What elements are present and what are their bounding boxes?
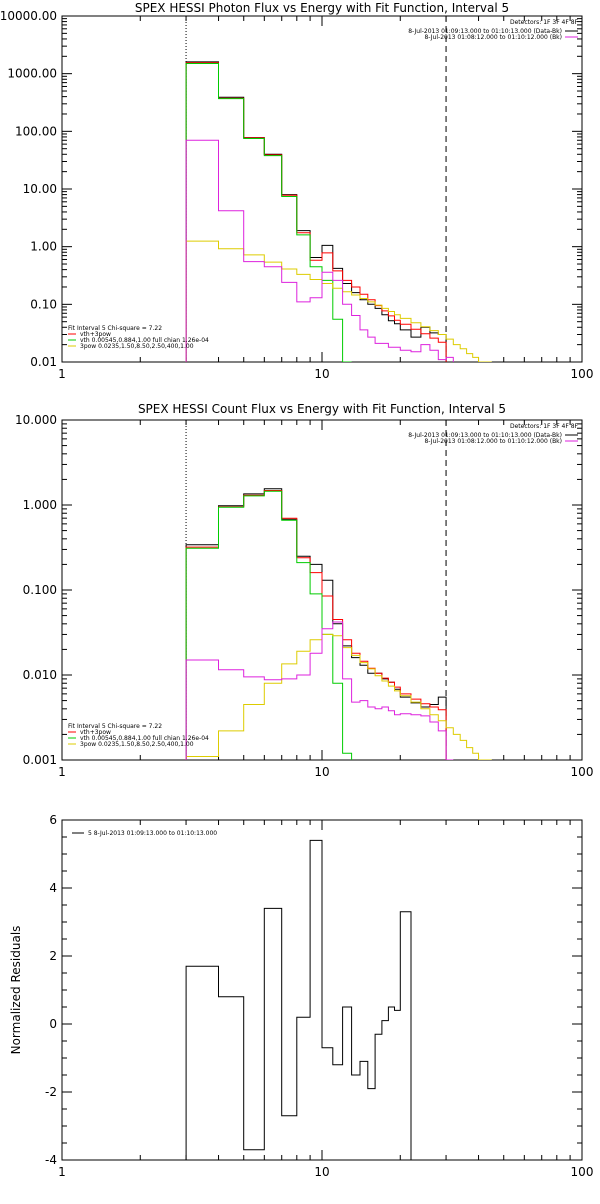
x-tick-label: 1 xyxy=(58,367,66,381)
series-bk-line xyxy=(185,621,454,760)
y-tick-label: 4 xyxy=(49,881,57,895)
y-axis-label: Normalized Residuals xyxy=(9,926,23,1055)
x-tick-label: 10 xyxy=(314,1165,329,1179)
y-tick-label: 2 xyxy=(49,949,57,963)
count-flux-panel: SPEX HESSI Count Flux vs Energy with Fit… xyxy=(15,402,593,779)
legend-entry-label: vth+3pow xyxy=(80,331,111,338)
series-group xyxy=(185,61,492,362)
series-group xyxy=(185,488,492,760)
series-vth-3pow-line xyxy=(185,62,447,362)
x-tick-label: 100 xyxy=(571,367,594,381)
series-3pow-line xyxy=(185,633,492,760)
y-tick-label: 0.100 xyxy=(23,583,57,597)
legend-entry-label: 8-Jul-2013 01:08:12.000 to 01:10:12.000 … xyxy=(424,438,562,445)
series-group xyxy=(185,839,412,1160)
series-data-bk-line xyxy=(185,488,447,760)
series-vth-line xyxy=(185,63,352,362)
series-vth-3pow-line xyxy=(185,490,447,760)
series-data-bk-line xyxy=(185,61,447,362)
series-bk-line xyxy=(185,139,454,362)
y-tick-label: 0 xyxy=(49,1017,57,1031)
legend-entry-label: 3pow 0.0235,1.50,8.50,2.50,400,1.00 xyxy=(80,343,194,350)
y-tick-label: 0.001 xyxy=(23,753,57,767)
photon-flux-panel: SPEX HESSI Photon Flux vs Energy with Fi… xyxy=(0,1,593,381)
residuals-panel: Normalized Residuals 1 10 100 6 4 2 0 -2 -4 5 8-Ju… xyxy=(9,813,593,1179)
y-tick-label: 0.010 xyxy=(23,668,57,682)
y-tick-label: 10.00 xyxy=(23,182,57,196)
legend-entry-label: 3pow 0.0235,1.50,8.50,2.50,400,1.00 xyxy=(80,741,194,748)
y-tick-label: 1.00 xyxy=(30,240,57,254)
y-tick-label: -2 xyxy=(45,1085,57,1099)
y-tick-label: 1.000 xyxy=(23,498,57,512)
x-tick-label: 100 xyxy=(571,1165,594,1179)
x-tick-label: 10 xyxy=(314,367,329,381)
y-tick-label: 0.01 xyxy=(30,355,57,369)
plot-frame xyxy=(61,15,583,363)
legend-entry-label: 5 8-Jul-2013 01:09:13.000 to 01:10:13.00… xyxy=(88,830,217,837)
y-tick-label: 10.000 xyxy=(15,413,57,427)
x-tick-label: 100 xyxy=(571,765,594,779)
legend-detectors: Detectors: 1F 3F 4F 8F xyxy=(510,423,579,430)
legend-entry-label: 8-Jul-2013 01:08:12.000 to 01:10:12.000 … xyxy=(424,34,562,41)
series-3pow-line xyxy=(185,240,492,362)
x-tick-label: 1 xyxy=(58,1165,66,1179)
legend-entry-label: vth+3pow xyxy=(80,729,111,736)
legend-fit-header: Fit Interval 5 Chi-square = 7.22 xyxy=(68,723,162,730)
y-tick-label: -4 xyxy=(45,1153,57,1167)
legend-fit-header: Fit Interval 5 Chi-square = 7.22 xyxy=(68,325,162,332)
x-tick-label: 10 xyxy=(314,765,329,779)
legend-entry-label: vth 0.00545,0.884,1.00 full chian 1.26e-… xyxy=(80,337,209,344)
y-tick-label: 10000.00 xyxy=(0,9,57,23)
series-vth-line xyxy=(185,490,353,760)
x-tick-label: 1 xyxy=(58,765,66,779)
y-tick-label: 1000.00 xyxy=(7,67,57,81)
chart-title: SPEX HESSI Photon Flux vs Energy with Fi… xyxy=(135,1,509,15)
legend-entry-label: 8-Jul-2013 01:09:13.000 to 01:10:13.000 … xyxy=(408,432,562,439)
y-tick-label: 6 xyxy=(49,813,57,827)
legend-entry-label: 8-Jul-2013 01:09:13.000 to 01:10:13.000 … xyxy=(408,28,562,35)
legend-entry-label: vth 0.00545,0.884,1.00 full chian 1.26e-… xyxy=(80,735,209,742)
series-residuals-line xyxy=(185,839,412,1160)
y-tick-label: 100.00 xyxy=(15,124,57,138)
y-tick-label: 0.10 xyxy=(30,297,57,311)
legend-detectors: Detectors: 1F 3F 4F 8F xyxy=(510,19,579,26)
chart-title: SPEX HESSI Count Flux vs Energy with Fit… xyxy=(138,402,506,416)
